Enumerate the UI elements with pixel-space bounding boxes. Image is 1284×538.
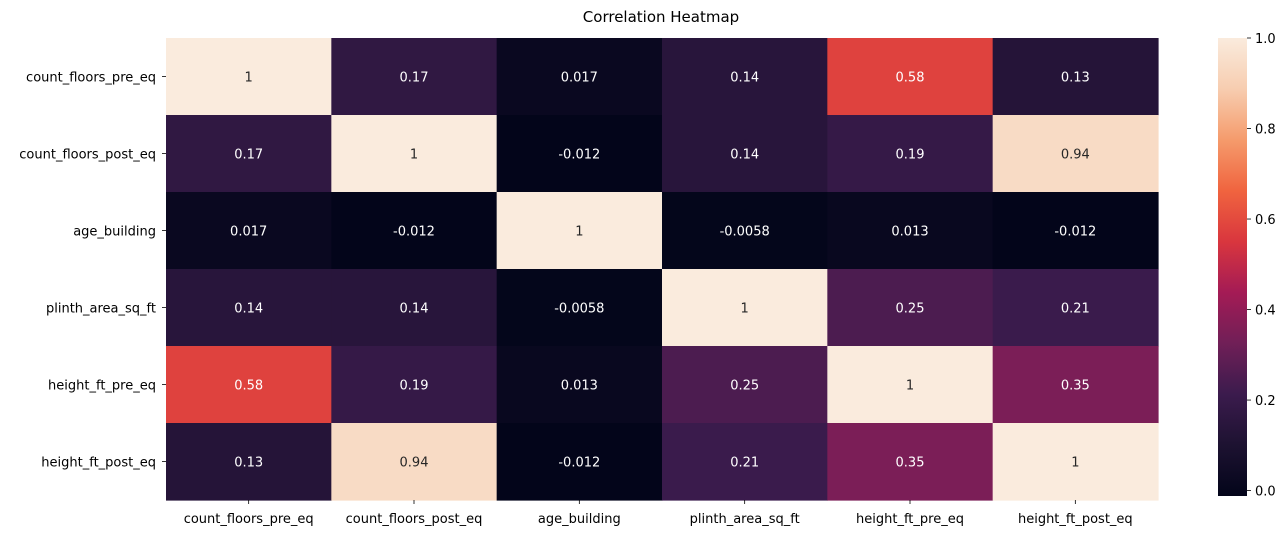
colorbar-gradient	[1218, 38, 1247, 496]
cell-annotation: 1	[410, 148, 418, 163]
heatmap-cell	[496, 192, 663, 270]
cell-annotation: 1	[906, 379, 914, 394]
heatmap-cell	[331, 115, 498, 193]
heatmap-cell	[331, 346, 498, 424]
cell-annotation: 0.13	[234, 456, 263, 471]
cell-annotation: 0.017	[561, 71, 598, 86]
colorbar-tick-label: 1.0	[1255, 32, 1276, 47]
y-tick-label: plinth_area_sq_ft	[46, 302, 156, 317]
cell-annotation: -0.012	[558, 148, 600, 163]
cell-annotation: -0.0058	[720, 225, 770, 240]
heatmap-cell	[662, 38, 828, 116]
heatmap-cell	[496, 115, 663, 193]
cell-annotation: -0.012	[558, 456, 600, 471]
heatmap-cell	[827, 115, 994, 193]
heatmap-cell	[166, 115, 332, 193]
heatmap-cell	[662, 192, 828, 270]
heatmap-cell	[166, 192, 332, 270]
cell-annotation: 0.58	[234, 379, 263, 394]
heatmap-cell	[662, 269, 828, 347]
heatmap-cell	[992, 192, 1159, 270]
cell-annotation: 0.14	[400, 302, 429, 317]
x-tick-labels: count_floors_pre_eq count_floors_post_eq a…	[184, 500, 1133, 527]
cell-annotation: 0.17	[234, 148, 263, 163]
heatmap-cell	[496, 346, 663, 424]
x-tick-label: age_building	[538, 512, 621, 527]
colorbar-tick-label: 0.4	[1255, 304, 1276, 319]
heatmap-cell	[992, 115, 1159, 193]
heatmap-cell	[166, 423, 332, 501]
heatmap-cell	[496, 423, 663, 501]
x-tick-label: height_ft_post_eq	[1018, 512, 1133, 527]
heatmap-cell	[331, 269, 498, 347]
cell-annotation: 1	[741, 302, 749, 317]
x-tick-label: count_floors_post_eq	[346, 512, 483, 527]
cell-annotation: 0.21	[1061, 302, 1090, 317]
colorbar-tick-label: 0.2	[1255, 394, 1276, 409]
y-tick-label: count_floors_pre_eq	[26, 71, 156, 86]
cell-annotation: 0.19	[896, 148, 925, 163]
cell-annotation: 1	[245, 71, 253, 86]
heatmap-cell	[166, 346, 332, 424]
heatmap-cell	[992, 269, 1159, 347]
heatmap-cell	[827, 38, 994, 116]
cell-annotation: 0.17	[400, 71, 429, 86]
heatmap-cell	[827, 346, 994, 424]
cell-annotation: 0.14	[730, 71, 759, 86]
colorbar-tick-label: 0.8	[1255, 123, 1276, 138]
heatmap-cell	[662, 423, 828, 501]
y-tick-label: height_ft_post_eq	[41, 456, 156, 471]
cell-annotation: 0.14	[730, 148, 759, 163]
cell-annotation: 0.35	[1061, 379, 1090, 394]
heatmap-cell	[827, 192, 994, 270]
colorbar-tick-label: 0.0	[1255, 485, 1276, 500]
cell-annotation: 0.94	[1061, 148, 1090, 163]
heatmap-cell	[331, 192, 498, 270]
heatmap-cell	[662, 346, 828, 424]
cell-annotation: 0.25	[896, 302, 925, 317]
heatmap-cell	[166, 38, 332, 116]
colorbar-tick-label: 0.6	[1255, 213, 1276, 228]
cell-annotation: 0.35	[896, 456, 925, 471]
cell-annotation: 0.25	[730, 379, 759, 394]
heatmap-cell	[827, 269, 994, 347]
cell-annotation: -0.012	[393, 225, 435, 240]
chart-title: Correlation Heatmap	[583, 8, 739, 26]
heatmap-cell	[992, 38, 1159, 116]
cell-annotation: 1	[1071, 456, 1079, 471]
cell-annotation: 0.013	[891, 225, 928, 240]
y-tick-label: age_building	[73, 225, 156, 240]
heatmap-cell	[331, 423, 498, 501]
colorbar: 0.0 0.2 0.4 0.6 0.8 1.0	[1218, 32, 1276, 500]
x-tick-label: plinth_area_sq_ft	[690, 512, 800, 527]
heatmap-cell	[992, 423, 1159, 501]
y-tick-label: count_floors_post_eq	[19, 148, 156, 163]
x-tick-label: height_ft_pre_eq	[856, 512, 964, 527]
heatmap-cell	[496, 38, 663, 116]
heatmap-cell	[166, 269, 332, 347]
heatmap-cell	[496, 269, 663, 347]
heatmap-cell	[992, 346, 1159, 424]
heatmap-cells: 1 0.17 0.017 0.14 0.58 0.13 0.17 1 -0.012 0.14 0.1…	[166, 38, 1159, 501]
cell-annotation: 0.013	[561, 379, 598, 394]
cell-annotation: -0.0058	[554, 302, 604, 317]
cell-annotation: -0.012	[1054, 225, 1096, 240]
cell-annotation: 0.94	[400, 456, 429, 471]
cell-annotation: 0.017	[230, 225, 267, 240]
cell-annotation: 0.21	[730, 456, 759, 471]
cell-annotation: 0.13	[1061, 71, 1090, 86]
y-tick-label: height_ft_pre_eq	[48, 379, 156, 394]
heatmap-cell	[662, 115, 828, 193]
y-tick-labels: count_floors_pre_eq count_floors_post_eqa…	[19, 71, 166, 471]
cell-annotation: 1	[575, 225, 583, 240]
cell-annotation: 0.58	[896, 71, 925, 86]
heatmap-cell	[331, 38, 498, 116]
cell-annotation: 0.19	[400, 379, 429, 394]
heatmap-cell	[827, 423, 994, 501]
x-tick-label: count_floors_pre_eq	[184, 512, 314, 527]
cell-annotation: 0.14	[234, 302, 263, 317]
